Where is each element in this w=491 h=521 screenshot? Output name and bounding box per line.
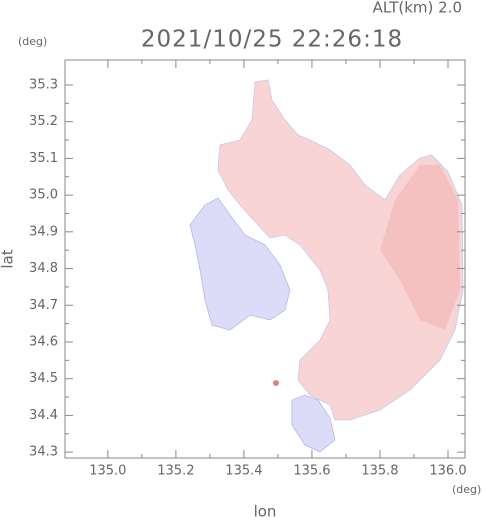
positive-echo	[217, 79, 464, 421]
plot-frame	[64, 59, 466, 459]
negative-echo	[291, 394, 336, 453]
x-unit: (deg)	[452, 483, 481, 496]
y-tick-label: 34.4	[29, 408, 58, 423]
x-tick-label: 135.2	[157, 464, 194, 479]
y-tick-label: 34.3	[29, 445, 58, 460]
echo-regions	[189, 79, 464, 453]
x-tick-label: 135.8	[361, 464, 398, 479]
timestamp: 2021/10/25 22:26:18	[141, 27, 403, 53]
y-tick-label: 35.2	[29, 114, 58, 129]
y-tick-label: 35.3	[29, 77, 58, 92]
y-tick-label: 34.8	[29, 261, 58, 276]
strong-echo	[380, 165, 460, 330]
y-tick-label: 34.5	[29, 371, 58, 386]
echo-dot	[273, 380, 279, 386]
x-tick-label: 135.4	[225, 464, 262, 479]
altitude-label: ALT(km) 2.0	[373, 0, 462, 17]
y-tick-label: 34.6	[29, 334, 58, 349]
y-tick-label: 34.9	[29, 224, 58, 239]
y-tick-label: 35.1	[29, 151, 58, 166]
y-tick-label: 34.7	[29, 298, 58, 313]
x-tick-label: 135.0	[89, 464, 126, 479]
y-axis-label: lat	[0, 249, 17, 268]
x-tick-label: 136.0	[429, 464, 466, 479]
negative-echo	[189, 197, 291, 331]
x-axis-label: lon	[254, 503, 277, 521]
y-tick-label: 35.0	[29, 188, 58, 203]
x-tick-label: 135.6	[293, 464, 330, 479]
y-unit: (deg)	[18, 35, 47, 48]
